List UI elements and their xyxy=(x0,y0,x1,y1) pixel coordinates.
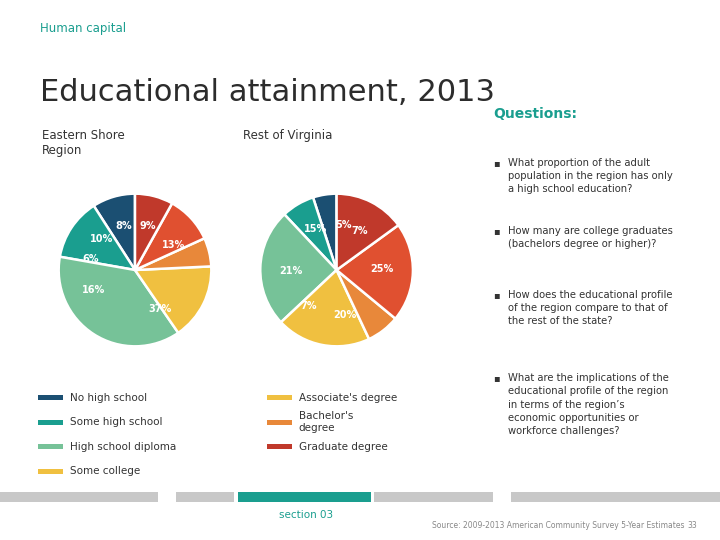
Text: 5%: 5% xyxy=(336,220,352,230)
Text: Rest of Virginia: Rest of Virginia xyxy=(243,129,333,141)
Text: Eastern Shore
Region: Eastern Shore Region xyxy=(42,129,125,157)
Wedge shape xyxy=(135,238,211,270)
Text: 9%: 9% xyxy=(140,221,156,231)
Text: ▪: ▪ xyxy=(493,373,500,383)
Wedge shape xyxy=(135,194,172,270)
Text: How does the educational profile
of the region compare to that of
the rest of th: How does the educational profile of the … xyxy=(508,290,672,326)
Text: 7%: 7% xyxy=(351,226,368,235)
Text: 13%: 13% xyxy=(161,240,185,249)
Wedge shape xyxy=(313,194,337,270)
Text: 33: 33 xyxy=(688,521,698,530)
Bar xyxy=(38,469,63,474)
Wedge shape xyxy=(337,225,413,319)
Wedge shape xyxy=(261,214,337,322)
Text: 25%: 25% xyxy=(371,264,394,274)
Text: 16%: 16% xyxy=(82,285,106,295)
Wedge shape xyxy=(284,198,337,270)
Text: ▪: ▪ xyxy=(493,158,500,168)
Text: section 03: section 03 xyxy=(279,510,333,521)
Text: High school diploma: High school diploma xyxy=(70,442,176,452)
Text: ▪: ▪ xyxy=(493,290,500,300)
Text: No high school: No high school xyxy=(70,393,147,403)
Wedge shape xyxy=(135,203,204,270)
Text: How many are college graduates
(bachelors degree or higher)?: How many are college graduates (bachelor… xyxy=(508,226,673,249)
Text: 8%: 8% xyxy=(115,221,132,231)
Text: ▪: ▪ xyxy=(493,226,500,236)
Wedge shape xyxy=(59,256,179,346)
Wedge shape xyxy=(60,206,135,270)
Bar xyxy=(266,395,292,400)
Text: What are the implications of the
educational profile of the region
in terms of t: What are the implications of the educati… xyxy=(508,373,669,436)
Bar xyxy=(38,420,63,425)
Wedge shape xyxy=(135,266,211,333)
Bar xyxy=(266,444,292,449)
Text: Some college: Some college xyxy=(70,467,140,476)
Wedge shape xyxy=(94,194,135,270)
Wedge shape xyxy=(281,270,369,346)
Text: 21%: 21% xyxy=(279,266,302,276)
Wedge shape xyxy=(337,270,395,339)
Text: 10%: 10% xyxy=(90,234,113,244)
Bar xyxy=(38,395,63,400)
Text: 6%: 6% xyxy=(82,254,99,264)
Text: Graduate degree: Graduate degree xyxy=(299,442,387,452)
Text: Questions:: Questions: xyxy=(493,107,577,120)
Text: 7%: 7% xyxy=(300,301,317,311)
Text: 37%: 37% xyxy=(148,303,171,314)
Text: 15%: 15% xyxy=(304,224,328,234)
Bar xyxy=(38,444,63,449)
Text: Educational attainment, 2013: Educational attainment, 2013 xyxy=(40,78,495,107)
Text: Human capital: Human capital xyxy=(40,22,126,35)
Wedge shape xyxy=(337,194,398,270)
Bar xyxy=(266,420,292,425)
Text: Bachelor's
degree: Bachelor's degree xyxy=(299,411,353,433)
Text: What proportion of the adult
population in the region has only
a high school edu: What proportion of the adult population … xyxy=(508,158,673,194)
Text: 20%: 20% xyxy=(333,310,357,320)
Text: Some high school: Some high school xyxy=(70,417,163,427)
Text: Associate's degree: Associate's degree xyxy=(299,393,397,403)
Text: Source: 2009-2013 American Community Survey 5-Year Estimates: Source: 2009-2013 American Community Sur… xyxy=(432,521,685,530)
